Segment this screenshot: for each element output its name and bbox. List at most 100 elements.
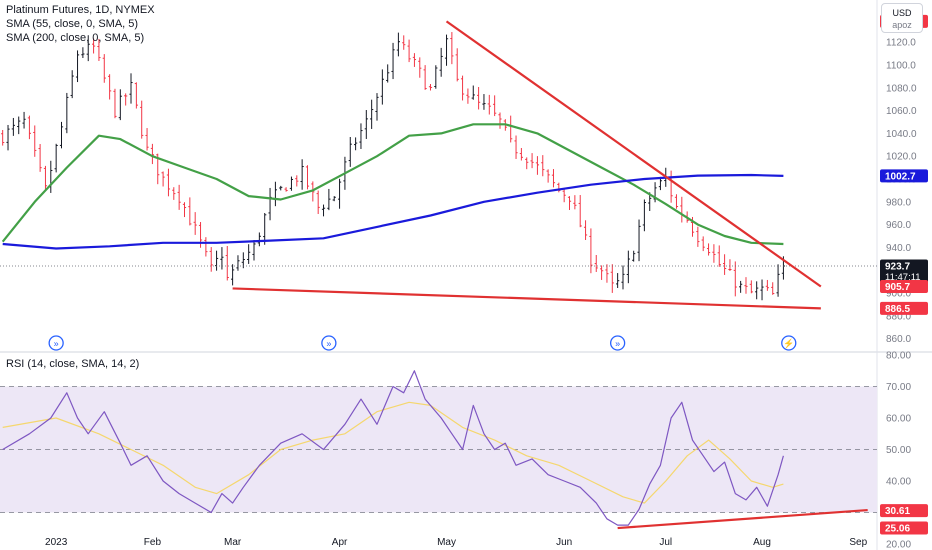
candle xyxy=(33,125,37,157)
candle xyxy=(482,94,486,110)
candle xyxy=(188,197,192,226)
rsi-tick-label: 60.00 xyxy=(886,414,911,425)
candle xyxy=(632,250,636,262)
candle xyxy=(321,204,326,217)
candle xyxy=(118,89,122,121)
time-tick-label: Jun xyxy=(556,537,572,548)
candle xyxy=(706,243,711,256)
candle xyxy=(765,279,769,291)
candle xyxy=(284,187,288,192)
trendline xyxy=(445,20,822,288)
rsi-legend: RSI (14, close, SMA, 14, 2) xyxy=(6,358,140,370)
sma55-line xyxy=(1,123,784,246)
candle xyxy=(733,261,737,297)
candle xyxy=(129,73,133,104)
candle xyxy=(573,195,577,210)
candle xyxy=(386,64,390,83)
rsi-tick-label: 20.00 xyxy=(886,540,911,550)
candle xyxy=(535,156,540,175)
rsi-badge-label: 30.61 xyxy=(885,506,910,517)
currency-button[interactable]: USD apoz xyxy=(881,3,923,33)
candle xyxy=(1,129,5,146)
candle xyxy=(54,143,58,173)
candle xyxy=(364,110,368,139)
candle xyxy=(172,187,176,200)
price-tick-label: 1080.0 xyxy=(886,83,917,94)
price-tick-label: 960.0 xyxy=(886,220,911,231)
candle xyxy=(252,240,256,261)
price-tick-label: 900.0 xyxy=(886,289,911,300)
price-tick-label: 1020.0 xyxy=(886,152,917,163)
candle xyxy=(594,254,598,272)
candle xyxy=(124,93,128,106)
event-icon-glyph: » xyxy=(615,339,620,349)
rsi-tick-label: 40.00 xyxy=(886,477,911,488)
dividend-event-icon xyxy=(609,335,626,351)
candle xyxy=(567,196,572,210)
candle xyxy=(70,70,74,99)
candle xyxy=(332,196,336,202)
price-badge xyxy=(880,280,928,294)
candle xyxy=(562,188,566,203)
candle xyxy=(498,112,502,129)
rsi-pane: 20.0030.0040.0050.0060.0070.0080.0030.61… xyxy=(0,351,928,550)
candle xyxy=(49,160,53,193)
candle xyxy=(749,280,753,294)
price-tick-label: 880.0 xyxy=(886,311,911,322)
candle xyxy=(680,196,684,223)
sma200-legend: SMA (200, close, 0, SMA, 5) xyxy=(6,32,145,44)
price-tick-label: 980.0 xyxy=(886,197,911,208)
candle xyxy=(102,54,106,83)
candle xyxy=(391,42,395,80)
candle xyxy=(412,53,417,67)
candle xyxy=(375,93,379,121)
candle xyxy=(59,121,64,149)
price-tick-label: 1040.0 xyxy=(886,129,917,140)
candle xyxy=(97,38,101,61)
currency-sub-label: apoz xyxy=(892,20,912,30)
candle xyxy=(626,250,630,284)
candle xyxy=(305,165,310,190)
candle xyxy=(145,128,149,151)
price-tick-label: 940.0 xyxy=(886,243,911,254)
event-icon-glyph: ⚡ xyxy=(783,338,794,350)
price-tick-label: 1100.0 xyxy=(886,61,916,72)
rsi-badge-label: 25.06 xyxy=(885,524,910,535)
candle xyxy=(231,264,235,286)
candle xyxy=(423,65,427,90)
candle xyxy=(578,195,582,228)
candle xyxy=(546,169,550,183)
lightning-event-icon xyxy=(781,335,797,351)
rsi-trendline xyxy=(617,508,868,530)
candle xyxy=(337,178,342,209)
candle xyxy=(493,95,497,117)
candle xyxy=(669,170,673,203)
price-badge xyxy=(880,301,928,315)
candle xyxy=(519,148,523,161)
candle xyxy=(11,117,15,136)
candle xyxy=(241,252,245,269)
candle xyxy=(257,232,261,247)
candle xyxy=(193,212,197,235)
candle xyxy=(771,282,775,295)
candle xyxy=(466,88,470,104)
dividend-event-icon xyxy=(321,335,337,351)
candle xyxy=(236,255,240,271)
candle xyxy=(525,157,529,170)
candle xyxy=(760,279,764,301)
price-badge xyxy=(880,259,928,284)
candle xyxy=(450,32,454,65)
candle xyxy=(439,47,443,77)
event-icon-glyph: » xyxy=(326,339,331,349)
candle xyxy=(214,250,219,271)
candle xyxy=(642,199,646,232)
price-pane: 860.0880.0900.0920.0940.0960.0980.01000.… xyxy=(0,14,928,351)
candle xyxy=(348,136,352,167)
price-badge-label: 886.5 xyxy=(885,304,910,315)
candle xyxy=(22,111,26,129)
price-tick-label: 1060.0 xyxy=(886,106,917,117)
candle xyxy=(674,194,679,209)
candle xyxy=(359,123,363,149)
sma200-line xyxy=(2,173,784,250)
